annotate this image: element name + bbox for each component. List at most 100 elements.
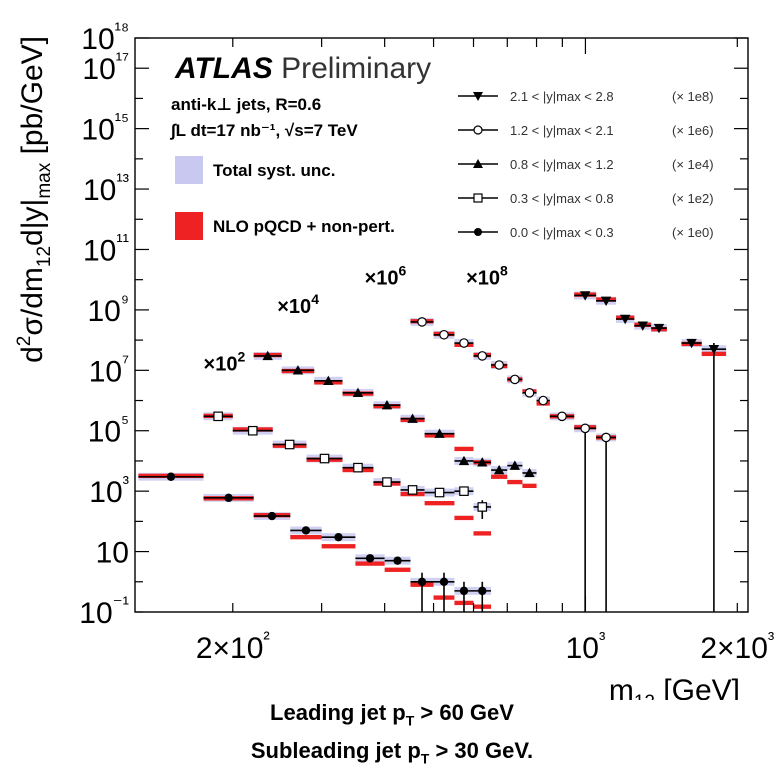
luminosity-label: ∫L dt=17 nb⁻¹, √s=7 TeV: [169, 121, 358, 140]
fn2-sub: T: [420, 750, 430, 767]
theory-band: [522, 483, 537, 489]
data-point: [478, 586, 487, 596]
x-tick-label: 10³: [566, 629, 606, 665]
data-point: [653, 323, 665, 334]
band-legend-swatch: [175, 156, 203, 184]
y-tick-label: 10: [96, 537, 129, 570]
y-tick-label: 10¹³: [83, 171, 129, 207]
scale-factor-label: ×102: [204, 348, 246, 375]
data-point: [538, 395, 548, 406]
band-legend-swatch: [175, 212, 203, 240]
data-point: [393, 556, 402, 565]
x-axis-title: m12 [GeV]: [609, 674, 740, 700]
series-0: [574, 291, 727, 612]
theory-band: [424, 501, 455, 506]
jet-algorithm-label: anti-k⊥ jets, R=0.6: [171, 95, 321, 114]
fn1-sub: T: [405, 712, 415, 729]
y-tick-label: 10³: [89, 473, 129, 509]
fn2-suffix: > 30 GeV.: [429, 738, 534, 763]
theory-band: [491, 474, 508, 479]
legend-scale-label: (× 1e0): [672, 225, 714, 240]
chart-title: ATLAS Preliminary: [174, 52, 431, 85]
theory-band: [473, 531, 492, 536]
legend-marker: [473, 193, 483, 203]
y-tick-label: 10⁻¹: [79, 594, 129, 630]
data-point: [353, 462, 363, 473]
data-point: [580, 423, 590, 434]
theory-band: [321, 544, 356, 549]
data-point: [323, 375, 334, 385]
data-point: [417, 317, 427, 327]
scale-annotations: ×102 ×104 ×106 ×108: [204, 262, 508, 375]
data-point: [477, 457, 488, 467]
data-point: [477, 351, 488, 361]
leading-jet-cut-note: Leading jet pT > 60 GeV: [0, 700, 784, 728]
theory-band: [290, 534, 322, 540]
data-point: [439, 577, 449, 586]
legend-marker: [473, 159, 483, 168]
data-point: [417, 577, 427, 586]
theory-band: [384, 567, 411, 572]
fn1-prefix: Leading jet p: [270, 700, 406, 725]
data-point: [524, 388, 535, 398]
data-point: [439, 329, 449, 340]
data-point: [301, 526, 311, 535]
data-point: [284, 439, 295, 450]
data-point: [381, 400, 393, 410]
scale-factor-label: ×106: [365, 262, 407, 289]
data-point: [224, 493, 233, 503]
data-point: [494, 360, 504, 370]
y-axis-title: d2σ/dm12d|y|max [pb/GeV]: [14, 36, 55, 363]
data-point: [352, 387, 364, 398]
scale-factor-label: ×108: [466, 262, 508, 289]
fn2-prefix: Subleading jet p: [250, 738, 421, 763]
legend-series-label: 0.0 < |y|max < 0.3: [510, 225, 614, 240]
scale-factor-label: ×104: [277, 291, 319, 318]
legend-series-label: 1.2 < |y|max < 2.1: [510, 123, 614, 138]
band-legend-label: Total syst. unc.: [213, 161, 336, 180]
data-point: [686, 338, 697, 349]
data-point: [382, 477, 392, 487]
data-point: [434, 487, 445, 498]
data-point: [619, 314, 631, 325]
legend-series-label: 0.3 < |y|max < 0.8: [510, 191, 614, 206]
theory-band: [355, 561, 385, 566]
legend-series-label: 0.8 < |y|max < 1.2: [510, 157, 614, 172]
y-tick-label: 10¹¹: [83, 231, 129, 267]
data-point: [365, 554, 375, 563]
series-2: [253, 350, 537, 489]
data-point: [247, 425, 258, 436]
data-point: [509, 460, 521, 470]
data-point: [524, 467, 535, 478]
data-point: [292, 365, 304, 375]
y-tick-label: 10⁹: [87, 292, 129, 328]
data-point: [459, 486, 469, 496]
legend-marker: [473, 125, 483, 135]
x-tick-label: 2×10³: [700, 629, 774, 665]
legend-marker: [473, 92, 483, 101]
y-tick-label: 10⁵: [88, 413, 129, 449]
data-point: [477, 502, 488, 512]
data-point: [334, 532, 343, 542]
data-point: [407, 485, 418, 495]
theory-band: [454, 515, 474, 521]
data-point: [459, 586, 469, 596]
data-point: [166, 472, 176, 481]
theory-band: [454, 446, 474, 452]
data-point: [493, 464, 505, 475]
data-point: [267, 511, 277, 521]
legend-series-label: 2.1 < |y|max < 2.8: [510, 89, 614, 104]
legend-scale-label: (× 1e6): [672, 123, 714, 138]
legend-scale-label: (× 1e4): [672, 157, 714, 172]
x-tick-label: 2×10²: [196, 629, 270, 665]
data-point: [601, 432, 611, 443]
band-legend-label: NLO pQCD + non-pert.: [213, 217, 395, 236]
subleading-jet-cut-note: Subleading jet pT > 30 GeV.: [0, 738, 784, 766]
data-point: [262, 350, 273, 361]
data-point: [637, 321, 648, 331]
data-point: [213, 411, 223, 422]
data-point: [459, 338, 469, 348]
data-point: [510, 374, 520, 385]
plot-area: [138, 291, 727, 612]
